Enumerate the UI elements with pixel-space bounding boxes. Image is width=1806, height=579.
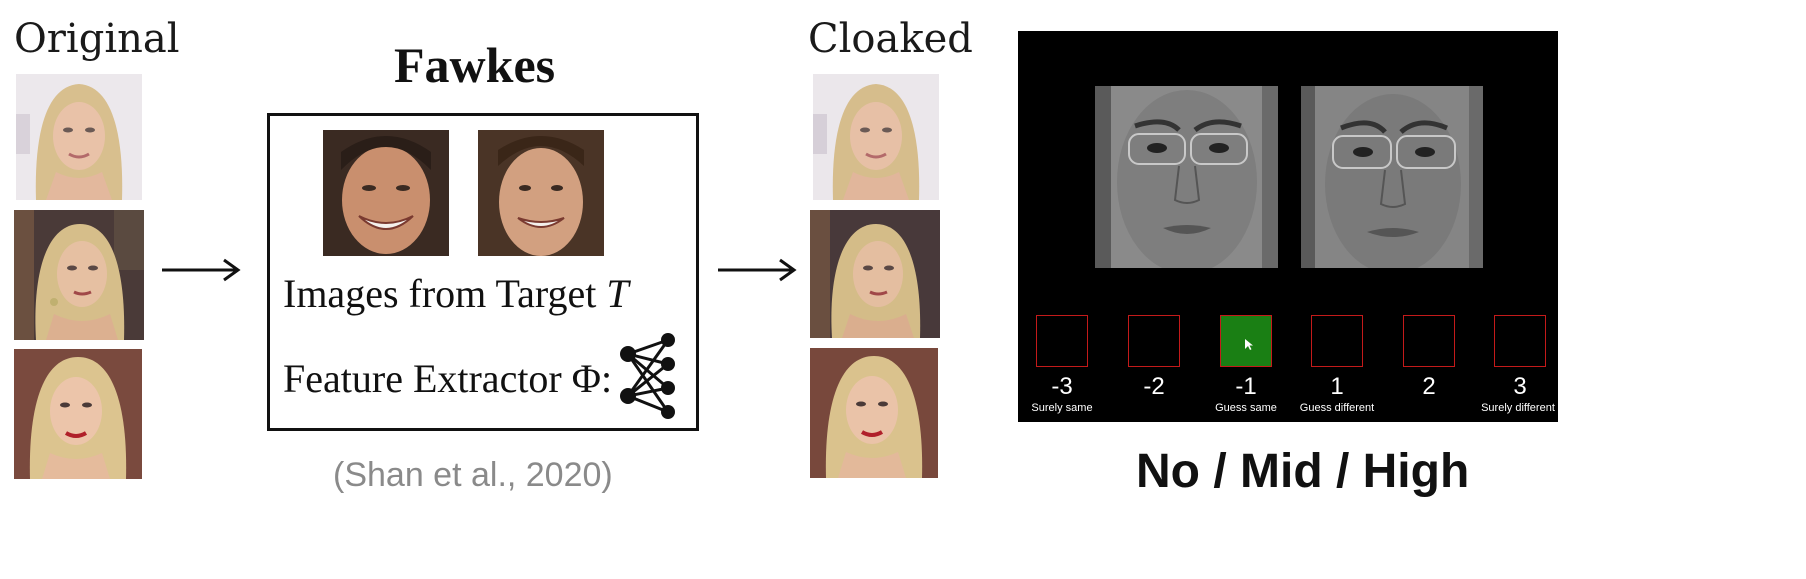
rating-label-surely-different: Surely different — [1481, 402, 1555, 414]
original-label: Original — [14, 16, 180, 62]
rating-value-minus-3: -3 — [1051, 373, 1073, 400]
rating-value-1: 1 — [1330, 373, 1344, 400]
rating-label-surely-same: Surely same — [1031, 402, 1093, 414]
feature-extractor-text: Feature Extractor Φ: — [283, 356, 613, 401]
target-face-photo-2 — [478, 130, 604, 256]
target-face-photo-1 — [323, 130, 449, 256]
right-arrow-icon — [718, 258, 797, 282]
original-face-photo-1 — [16, 74, 142, 200]
cursor-icon — [1245, 339, 1253, 350]
rating-value-3: 3 — [1513, 373, 1527, 400]
cloaked-face-photo-2 — [810, 210, 940, 338]
original-face-photo-2 — [14, 210, 144, 340]
fawkes-title: Fawkes — [394, 37, 556, 93]
rating-box-2[interactable] — [1403, 315, 1455, 367]
rating-value-minus-1: -1 — [1235, 373, 1257, 400]
citation-text: (Shan et al., 2020) — [333, 456, 613, 494]
cloaked-label: Cloaked — [808, 16, 973, 62]
rating-label-guess-same: Guess same — [1215, 402, 1277, 414]
study-face-photo-left — [1095, 86, 1278, 268]
original-face-photo-3 — [14, 349, 142, 479]
target-symbol: T — [606, 271, 629, 316]
cloaked-face-photo-1 — [813, 74, 939, 200]
neural-network-icon — [620, 333, 675, 419]
rating-value-minus-2: -2 — [1143, 373, 1165, 400]
rating-label-guess-different: Guess different — [1299, 402, 1375, 414]
rating-box-minus-2[interactable] — [1128, 315, 1180, 367]
rating-box-1[interactable] — [1311, 315, 1363, 367]
levels-caption: No / Mid / High — [1136, 445, 1470, 498]
rating-box-minus-3[interactable] — [1036, 315, 1088, 367]
rating-box-3[interactable] — [1494, 315, 1546, 367]
perception-study-screen: -3 -2 -1 1 2 3 Surely same Guess same Gu… — [1018, 31, 1558, 422]
rating-box-minus-1[interactable] — [1220, 315, 1272, 367]
rating-value-2: 2 — [1422, 373, 1436, 400]
right-arrow-icon — [162, 258, 241, 282]
target-images-label: Images from Target — [283, 271, 607, 316]
cloaked-face-photo-3 — [810, 348, 938, 478]
target-images-text: Images from Target T — [283, 270, 629, 317]
study-face-photo-right — [1301, 86, 1483, 268]
